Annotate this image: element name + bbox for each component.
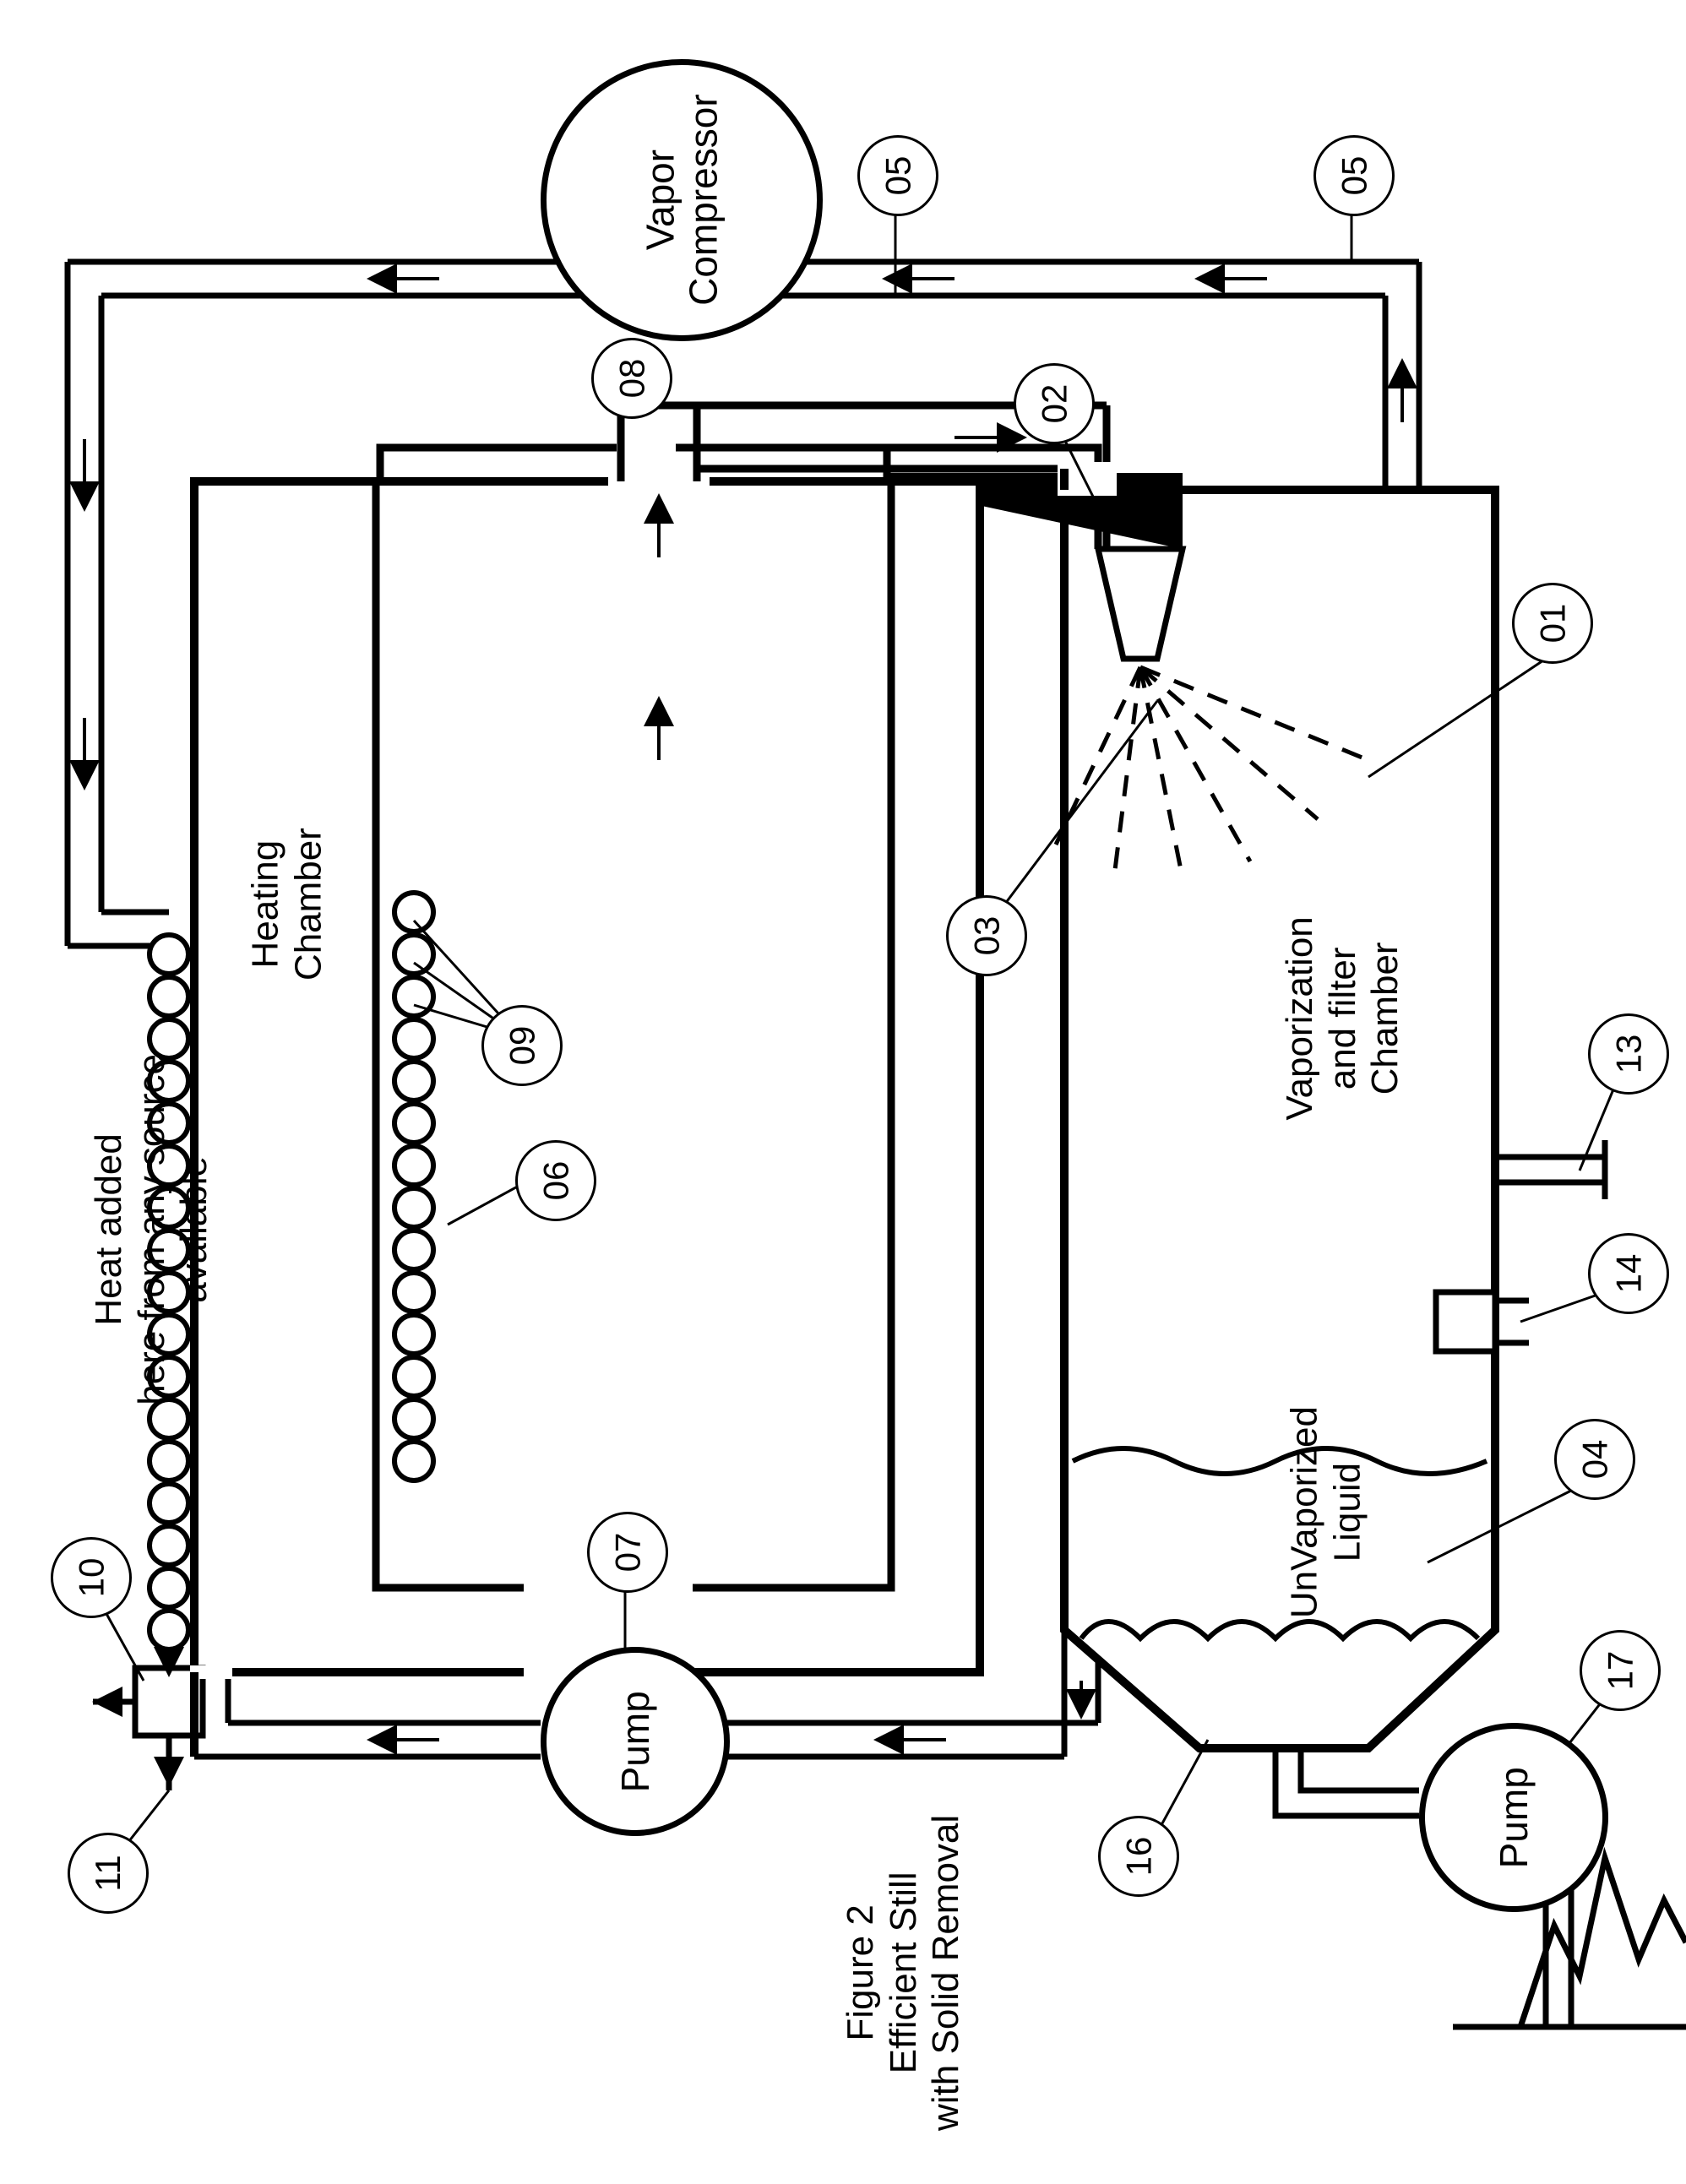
- callout-03: 03: [946, 895, 1027, 976]
- figure-title: Figure 2 Efficient Still with Solid Remo…: [840, 1804, 968, 2142]
- callout-08: 08: [591, 338, 672, 419]
- callout-11: 11: [68, 1833, 149, 1914]
- callout-17: 17: [1580, 1630, 1661, 1711]
- heat-note-label: Heat added here from any source availabl…: [88, 1019, 216, 1441]
- heating-chamber-label: Heating Chamber: [244, 786, 329, 1023]
- vaporization-chamber-label: Vaporization and filter Chamber: [1279, 875, 1407, 1162]
- pump-main: Pump: [541, 1647, 730, 1836]
- callout-07: 07: [587, 1512, 668, 1593]
- callout-16: 16: [1098, 1816, 1179, 1897]
- callout-08-placeholder: [621, 68, 697, 144]
- callout-09: 09: [481, 1005, 563, 1086]
- pump-output: Pump: [1419, 1723, 1608, 1912]
- callout-05b: 05: [857, 135, 938, 216]
- callout-10: 10: [51, 1537, 132, 1618]
- callout-04: 04: [1554, 1419, 1635, 1500]
- callout-06: 06: [515, 1140, 596, 1221]
- callout-14: 14: [1588, 1233, 1669, 1314]
- callout-01: 01: [1512, 583, 1593, 664]
- diagram-root: Vapor Compressor Pump Pump Heating Chamb…: [0, 0, 1686, 2184]
- callout-13: 13: [1588, 1013, 1669, 1095]
- callout-05a: 05: [1313, 135, 1395, 216]
- callout-02: 02: [1014, 363, 1095, 444]
- unvaporized-liquid-label: UnVaporized Liquid: [1283, 1369, 1368, 1656]
